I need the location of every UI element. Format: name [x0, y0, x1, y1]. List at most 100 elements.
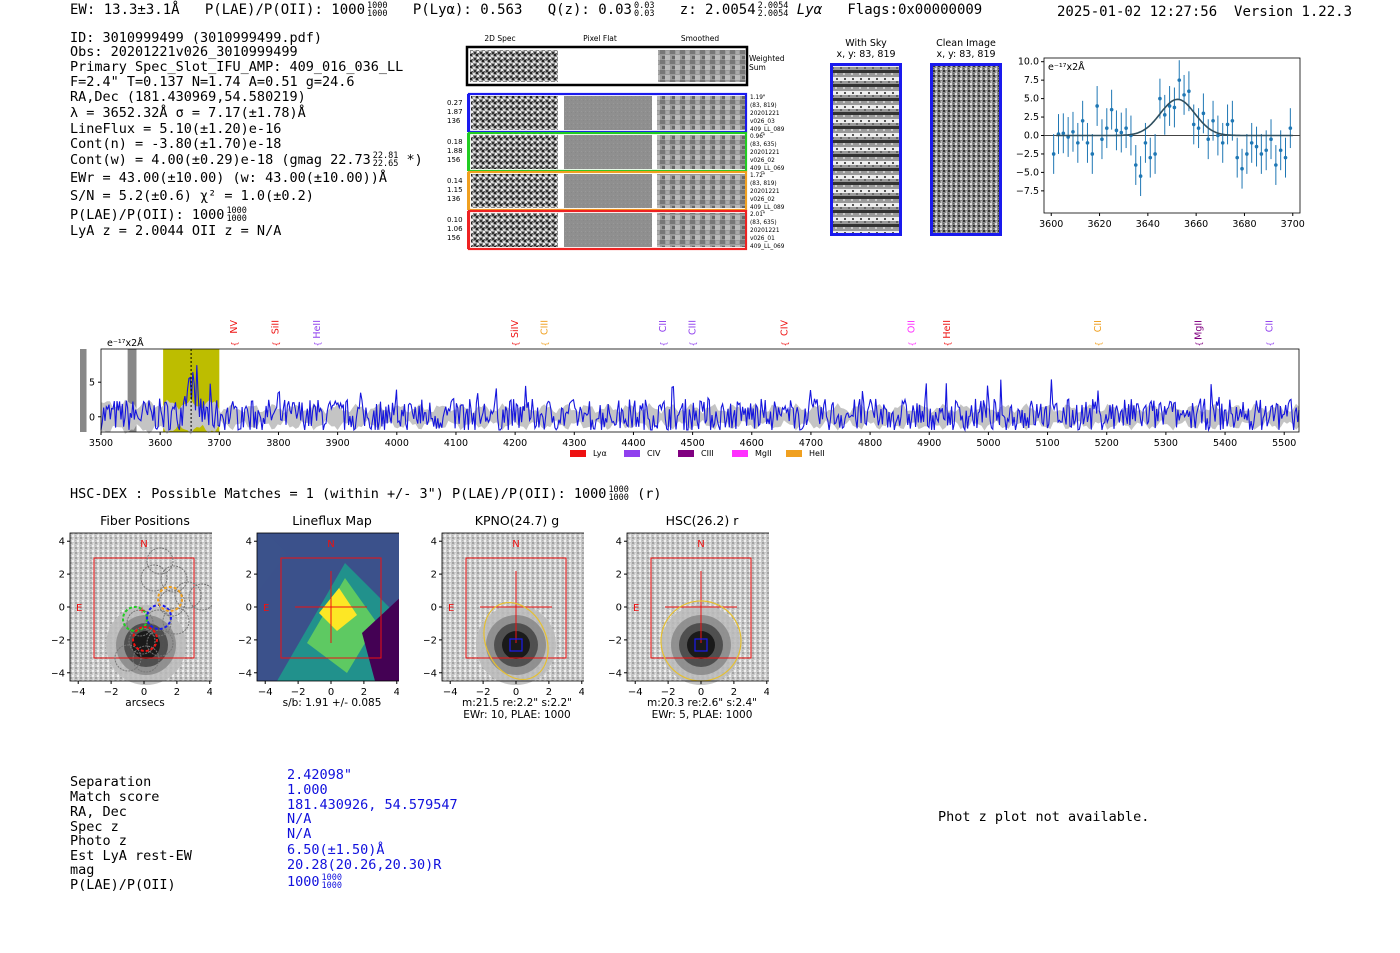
fiber-circle — [188, 583, 212, 611]
col-title-smoothed: Smoothed — [681, 34, 720, 43]
info-line-7: Cont(n) = -3.80(±1.70)e-18 — [70, 136, 281, 152]
spec-xtick-label: 4800 — [858, 438, 882, 449]
hsc-panel-title: Fiber Positions — [100, 513, 190, 528]
with-sky-xy: x, y: 83, 819 — [836, 49, 896, 60]
fiber-highlight — [132, 626, 158, 652]
spec-xtick-label: 3900 — [326, 438, 350, 449]
panel-xtick-label: 0 — [698, 687, 704, 698]
info-line-4: RA,Dec (181.430969,54.580219) — [70, 89, 306, 105]
qz-fraction: 0.03 0.03 — [633, 1, 655, 19]
spectral-line-bracket: { — [943, 341, 952, 346]
z-fraction: 2.0054 2.0054 — [757, 1, 789, 19]
fit-point — [1153, 152, 1157, 156]
row-color-bar — [467, 94, 470, 132]
compass-north: N — [327, 539, 334, 550]
weighted-sum-label-2: Sum — [749, 63, 766, 72]
spectral-line-bracket: { — [1265, 341, 1274, 346]
fiber-circle — [114, 644, 142, 672]
flux-map-peak — [319, 588, 357, 631]
spectral-line-label: HeII — [312, 320, 323, 339]
row-right-label: 409_LL_069 — [750, 244, 785, 250]
z-line-name: Lyα — [796, 2, 823, 18]
hsc-band: (r) — [637, 486, 662, 502]
spec-xtick-label: 4500 — [681, 438, 705, 449]
fit-point — [1061, 131, 1066, 136]
match-value: N/A — [287, 826, 312, 842]
row-left-label: 136 — [447, 195, 461, 203]
row-right-label: 20201221 — [750, 228, 780, 234]
panel-ytick-label: 4 — [246, 537, 252, 548]
spectrum-axes-frame — [100, 348, 1300, 433]
row-right-label: 409_LL_089 — [750, 205, 785, 211]
plya-value: P(Lyα): 0.563 — [412, 2, 523, 18]
info-line-5: λ = 3652.32Å σ = 7.17(±1.78)Å — [70, 105, 306, 121]
info-text: S/N = 5.2(±0.6) χ² = 1.0(±0.2) — [70, 188, 314, 204]
spec-xtick-label: 5000 — [976, 438, 1000, 449]
hsc-panel-caption: m:20.3 re:2.6" s:2.4" — [647, 697, 757, 709]
info-text: λ = 3652.32Å σ = 7.17(±1.78)Å — [70, 105, 306, 121]
fit-gaussian-curve — [1056, 98, 1293, 137]
spectral-line-label: CII — [1093, 320, 1104, 332]
legend-label: MgII — [755, 449, 772, 458]
clean-image — [930, 63, 1002, 236]
fit-point — [1245, 152, 1249, 156]
row-right-label: (83, 635) — [750, 220, 777, 226]
spectral-line-bracket: { — [313, 341, 322, 346]
fit-ytick-label: −2.5 — [1016, 149, 1039, 160]
row-left-label: 0.14 — [447, 177, 463, 185]
row-left-label: 0.27 — [447, 99, 463, 107]
panel-xtick-label: 2 — [546, 687, 552, 698]
spectral-line-label: SiII — [271, 320, 282, 334]
fit-point — [1100, 137, 1104, 141]
spec-unit-label: e⁻¹⁷x2Å — [107, 337, 144, 349]
col-title-pixelflat: Pixel Flat — [583, 34, 617, 43]
full-spectrum-plot: 0 5 3500 3600 3700 3800 3900 4000 4100 4200 4300 44… — [80, 320, 1300, 458]
fiber-highlight — [157, 586, 183, 612]
row-smoothed — [657, 213, 745, 247]
spectral-line-bracket: { — [689, 341, 698, 346]
row-right-label: v026_03 — [750, 119, 775, 125]
legend-label: CIV — [647, 449, 661, 458]
plae-fraction: 1000 1000 — [367, 1, 388, 19]
hsc-panel: N E 4 2 0 −2 −4 −4 −2 0 2 4 — [424, 532, 584, 698]
fiber-circle — [146, 629, 174, 657]
spectral-line-bracket: { — [230, 341, 239, 346]
fit-unit-label: e⁻¹⁷x2Å — [1048, 61, 1085, 73]
panel-ytick-label: 2 — [59, 570, 65, 581]
hsc-panel: N E +4 2 0 −2 −4 −4 −2 0 2 4 — [52, 532, 212, 698]
source-blob — [502, 631, 530, 659]
fit-ytick-label: 7.5 — [1024, 75, 1039, 86]
panel-xtick-label: 0 — [141, 687, 147, 698]
fit-ytick-label: 0.0 — [1024, 131, 1039, 142]
spec-xtick-label: 3700 — [207, 438, 231, 449]
spectral-line-bracket: { — [541, 341, 550, 346]
with-sky-label: With Sky — [845, 38, 887, 49]
info-text: Cont(n) = -3.80(±1.70)e-18 — [70, 136, 282, 152]
panel-xtick-label: 2 — [731, 687, 737, 698]
spectral-line-label: CIII — [688, 320, 699, 335]
spectral-line-bracket: { — [1094, 341, 1103, 346]
header-bar: EW: 13.3±3.1Å P(LAE)/P(OII): 1000 1000 100… — [70, 1, 982, 19]
hsc-panel-caption: s/b: 1.91 +/- 0.085 — [282, 697, 382, 709]
panel-ytick-label: 4 — [431, 537, 437, 548]
plae-value: P(LAE)/P(OII): 1000 — [204, 2, 366, 18]
fit-ytick-label: 5.0 — [1024, 94, 1039, 105]
legend-label: HeII — [809, 449, 825, 458]
row-right-label: 20201221 — [750, 189, 780, 195]
info-text: RA,Dec (181.430969,54.580219) — [70, 89, 306, 105]
fit-point — [1119, 130, 1124, 135]
fit-point — [1264, 148, 1268, 153]
panel-ytick-label: 2 — [616, 570, 622, 581]
info-text: LineFlux = 5.10(±1.20)e-16 — [70, 121, 282, 137]
hsc-plae-fraction: 1000 1000 — [608, 485, 629, 503]
fit-point — [1162, 113, 1167, 117]
panel-ytick-label: −2 — [52, 635, 65, 646]
fit-point — [1158, 96, 1162, 101]
fiber-circle — [158, 589, 186, 617]
spec-xtick-label: 4900 — [917, 438, 941, 449]
z-value: z: 2.0054 — [679, 2, 756, 18]
fit-point — [1167, 104, 1172, 108]
panel-xtick-label: 2 — [174, 687, 180, 698]
panel-xtick-label: −4 — [628, 687, 643, 698]
hsc-panel-caption: EWr: 5, PLAE: 1000 — [651, 709, 753, 721]
